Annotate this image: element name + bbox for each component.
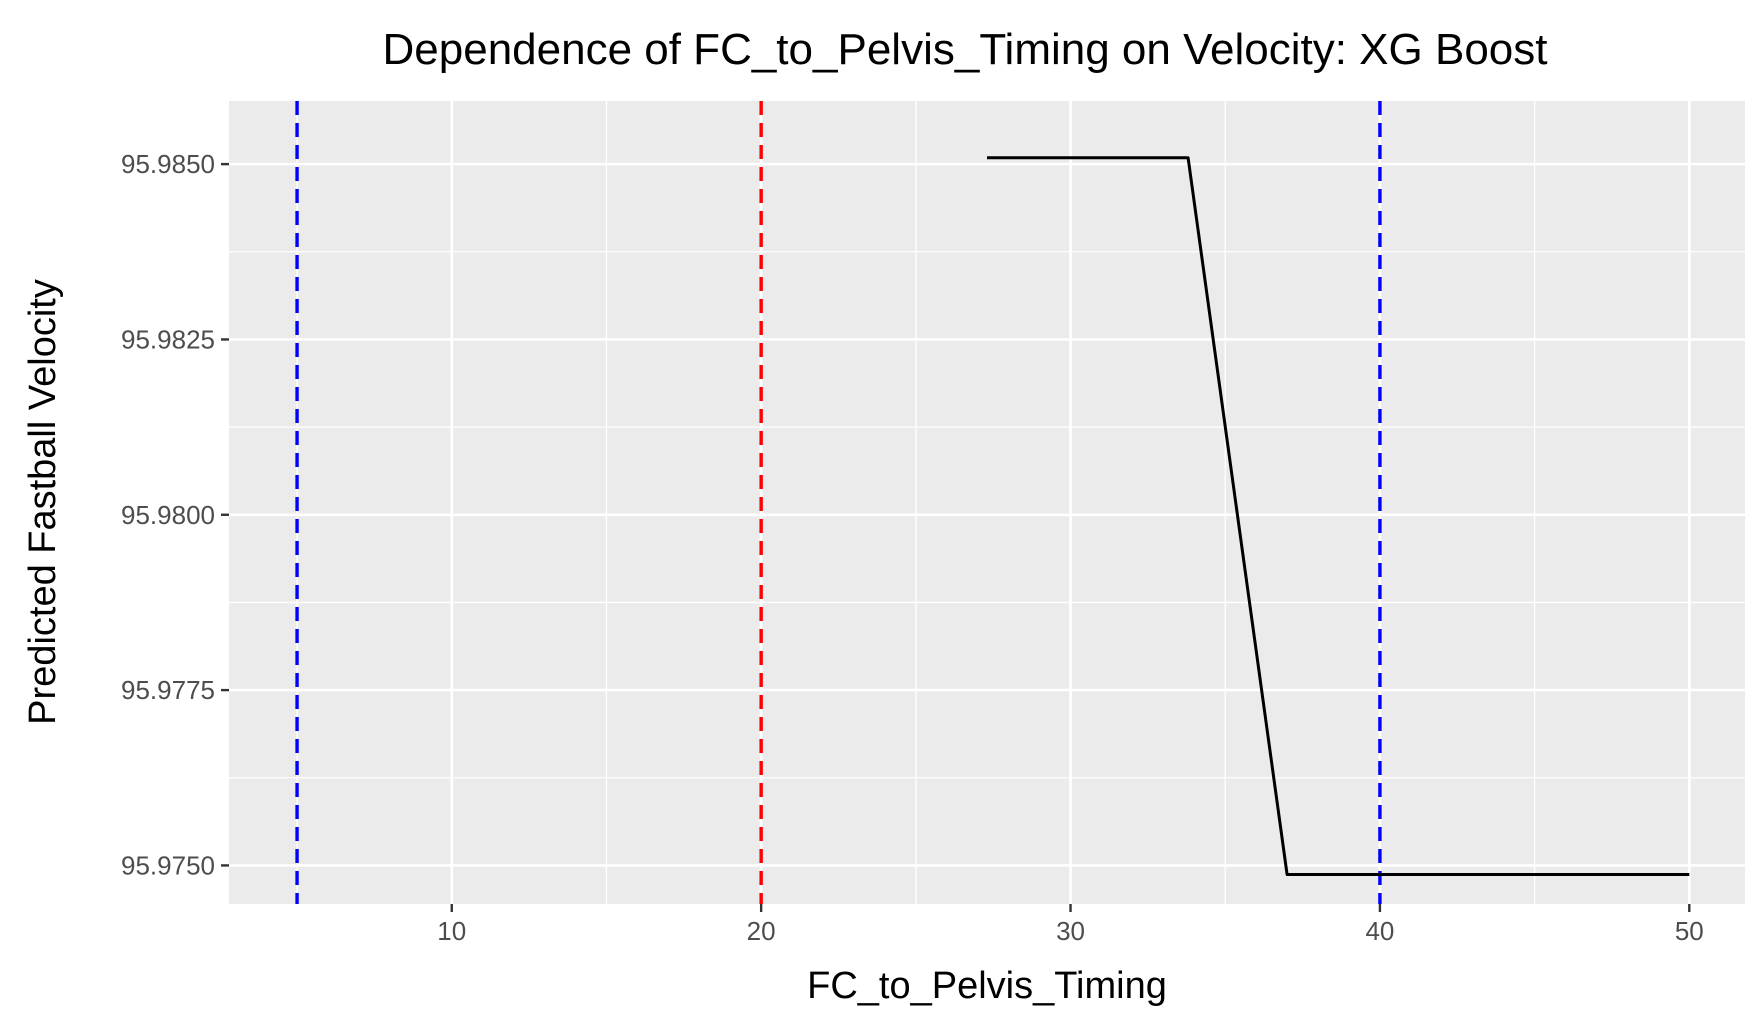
y-tick-label: 95.9825 (121, 324, 215, 354)
chart-title: Dependence of FC_to_Pelvis_Timing on Vel… (383, 25, 1548, 74)
x-axis-title: FC_to_Pelvis_Timing (807, 965, 1167, 1007)
x-tick-label: 20 (747, 916, 776, 946)
series-layer (987, 156, 1690, 876)
y-tick-label: 95.9750 (121, 850, 215, 880)
x-axis: 10 20 30 40 50 (437, 904, 1704, 946)
reference-lines (295, 101, 1382, 904)
y-tick-label: 95.9800 (121, 500, 215, 530)
plot-panel (229, 101, 1745, 904)
x-tick-label: 50 (1675, 916, 1704, 946)
x-tick-label: 40 (1365, 916, 1394, 946)
x-tick-label: 10 (437, 916, 466, 946)
series-line (987, 156, 1690, 876)
y-axis: 95.9750 95.9775 95.9800 95.9825 95.9850 (121, 149, 229, 880)
x-tick-label: 30 (1056, 916, 1085, 946)
y-axis-title: Predicted Fastball Velocity (22, 279, 64, 725)
minor-gridlines (229, 101, 1745, 904)
y-tick-label: 95.9850 (121, 149, 215, 179)
y-tick-label: 95.9775 (121, 675, 215, 705)
